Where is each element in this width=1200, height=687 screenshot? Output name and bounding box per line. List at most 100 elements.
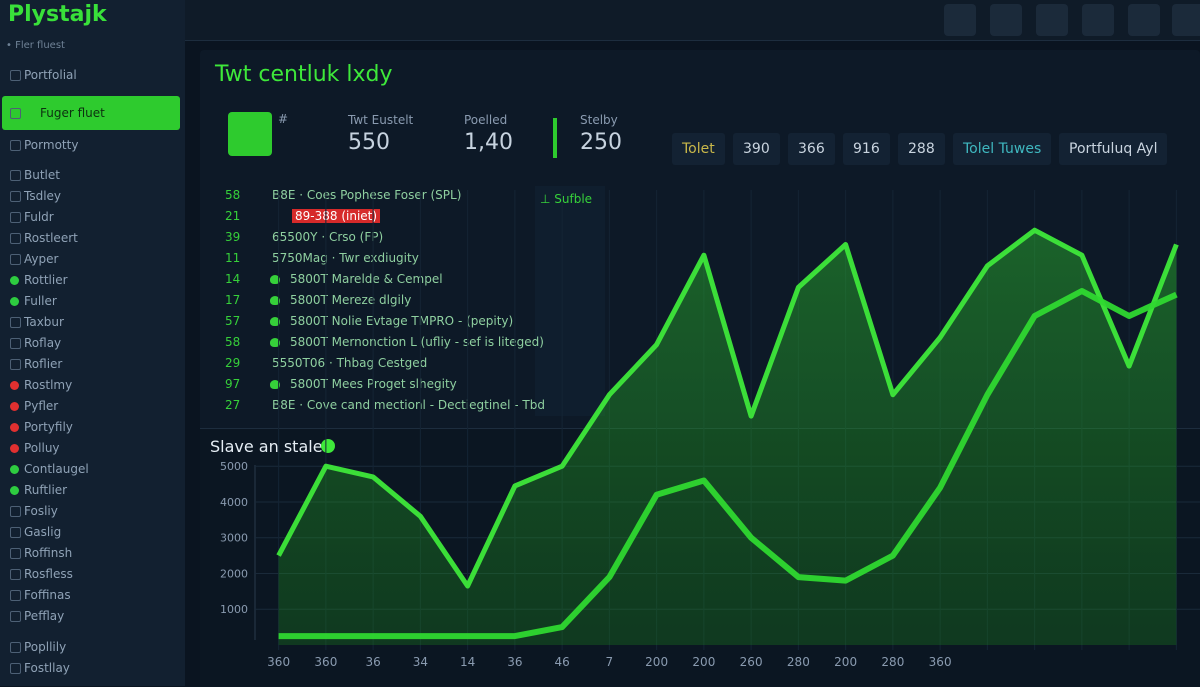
x-tick-label: 34 bbox=[413, 655, 428, 669]
sidebar-item[interactable]: Ayper bbox=[24, 252, 59, 266]
status-dot bbox=[10, 465, 19, 474]
item-icon bbox=[10, 506, 21, 517]
icon-button[interactable] bbox=[990, 4, 1022, 36]
row-number: 17 bbox=[225, 293, 241, 307]
x-tick-label: 360 bbox=[314, 655, 337, 669]
icon-button[interactable] bbox=[944, 4, 976, 36]
item-icon bbox=[10, 191, 21, 202]
sidebar-item[interactable]: Polluy bbox=[24, 441, 60, 455]
sidebar-item[interactable]: Portfolial bbox=[24, 68, 77, 82]
avatar[interactable] bbox=[228, 112, 272, 156]
filter-chip[interactable]: Portfuluq Ayl bbox=[1059, 133, 1168, 165]
filter-chip[interactable]: 288 bbox=[898, 133, 945, 165]
item-icon bbox=[10, 140, 21, 151]
icon-button[interactable] bbox=[1082, 4, 1114, 36]
row-number: 58 bbox=[225, 188, 241, 202]
row-icon bbox=[270, 338, 280, 347]
sidebar-selected[interactable] bbox=[2, 96, 180, 130]
item-icon bbox=[10, 254, 21, 265]
icon-button[interactable] bbox=[1172, 4, 1200, 36]
row-number: 21 bbox=[225, 209, 241, 223]
filter-chip[interactable]: 916 bbox=[843, 133, 890, 165]
item-icon bbox=[10, 548, 21, 559]
sidebar-item[interactable]: Roflay bbox=[24, 336, 62, 350]
row-text: 5800T Mereze dlgily bbox=[290, 293, 412, 307]
x-tick-label: 46 bbox=[554, 655, 569, 669]
row-text: B8E · Coes Pophese Foser (SPL) bbox=[272, 188, 462, 202]
sidebar-item[interactable]: Rosfless bbox=[24, 567, 73, 581]
filter-chip[interactable]: Tolel Tuwes bbox=[953, 133, 1052, 165]
list-badge-column bbox=[535, 186, 605, 416]
sidebar-item[interactable]: Pormotty bbox=[24, 138, 79, 152]
sidebar-item[interactable]: Fostllay bbox=[24, 661, 70, 675]
sidebar-item[interactable]: Foffinas bbox=[24, 588, 71, 602]
status-dot bbox=[10, 444, 19, 453]
status-dot bbox=[10, 297, 19, 306]
x-tick-label: 360 bbox=[267, 655, 290, 669]
sidebar-item[interactable]: Pyfler bbox=[24, 399, 59, 413]
sidebar-item[interactable]: Fuller bbox=[24, 294, 57, 308]
item-icon bbox=[10, 317, 21, 328]
filter-chip[interactable]: 390 bbox=[733, 133, 780, 165]
sidebar-item[interactable]: Gaslig bbox=[24, 525, 62, 539]
row-text: B8E · Cove cand mectionl - Dectiegtinel … bbox=[272, 398, 545, 412]
status-dot bbox=[10, 423, 19, 432]
x-tick-label: 280 bbox=[787, 655, 810, 669]
sidebar-item[interactable]: Roffinsh bbox=[24, 546, 73, 560]
sidebar-item[interactable]: Rottlier bbox=[24, 273, 68, 287]
filter-chip[interactable]: Tolet bbox=[672, 133, 725, 165]
sidebar-item[interactable]: Roflier bbox=[24, 357, 63, 371]
status-dot bbox=[10, 402, 19, 411]
area-line bbox=[276, 227, 1179, 589]
x-tick-label: 200 bbox=[645, 655, 668, 669]
sidebar-item[interactable]: Rostlmy bbox=[24, 378, 73, 392]
stat-value: 1,40 bbox=[464, 130, 513, 155]
row-number: 27 bbox=[225, 398, 241, 412]
icon-button[interactable] bbox=[1036, 4, 1068, 36]
stat-value: 250 bbox=[580, 130, 622, 155]
sidebar-item[interactable]: Butlet bbox=[24, 168, 60, 182]
chart-title: Slave an stale bbox=[210, 437, 323, 456]
x-tick-label: 200 bbox=[692, 655, 715, 669]
sidebar-item[interactable]: Taxbur bbox=[24, 315, 64, 329]
list-badge: ⊥ Sufble bbox=[540, 192, 593, 206]
sidebar-item[interactable]: Pefflay bbox=[24, 609, 65, 623]
status-dot bbox=[10, 276, 19, 285]
sidebar-item[interactable]: Fuldr bbox=[24, 210, 54, 224]
filter-chip[interactable]: 366 bbox=[788, 133, 835, 165]
row-icon bbox=[270, 380, 280, 389]
row-number: 57 bbox=[225, 314, 241, 328]
item-icon bbox=[10, 359, 21, 370]
item-icon bbox=[10, 642, 21, 653]
top-bar bbox=[185, 0, 1200, 41]
sidebar-item[interactable]: Tsdley bbox=[24, 189, 62, 203]
divider bbox=[553, 118, 557, 158]
y-tick-label: 3000 bbox=[220, 532, 248, 545]
item-icon bbox=[10, 212, 21, 223]
area-fill bbox=[278, 230, 1177, 645]
status-dot bbox=[10, 486, 19, 495]
sidebar-item[interactable]: Fuger fluet bbox=[40, 106, 105, 120]
item-icon bbox=[10, 527, 21, 538]
sidebar-item[interactable]: Portyfily bbox=[24, 420, 73, 434]
row-text: 5550T06 · Thbag Cestged bbox=[272, 356, 428, 370]
x-tick-label: 200 bbox=[834, 655, 857, 669]
icon-button[interactable] bbox=[1128, 4, 1160, 36]
row-number: 97 bbox=[225, 377, 241, 391]
status-dot bbox=[321, 439, 335, 453]
sidebar-item[interactable]: Fosliy bbox=[24, 504, 58, 518]
sidebar-item[interactable]: Ruftlier bbox=[24, 483, 68, 497]
x-tick-label: 14 bbox=[460, 655, 475, 669]
row-number: 58 bbox=[225, 335, 241, 349]
sidebar-item[interactable]: Contlaugel bbox=[24, 462, 89, 476]
brand: Plystajk bbox=[8, 2, 107, 27]
avatar-note: # bbox=[278, 112, 289, 126]
item-icon bbox=[10, 569, 21, 580]
status-dot bbox=[10, 381, 19, 390]
sidebar-item[interactable]: Popllily bbox=[24, 640, 67, 654]
row-icon bbox=[270, 317, 280, 326]
sidebar-item[interactable]: Rostleert bbox=[24, 231, 78, 245]
y-tick-label: 5000 bbox=[220, 460, 248, 473]
